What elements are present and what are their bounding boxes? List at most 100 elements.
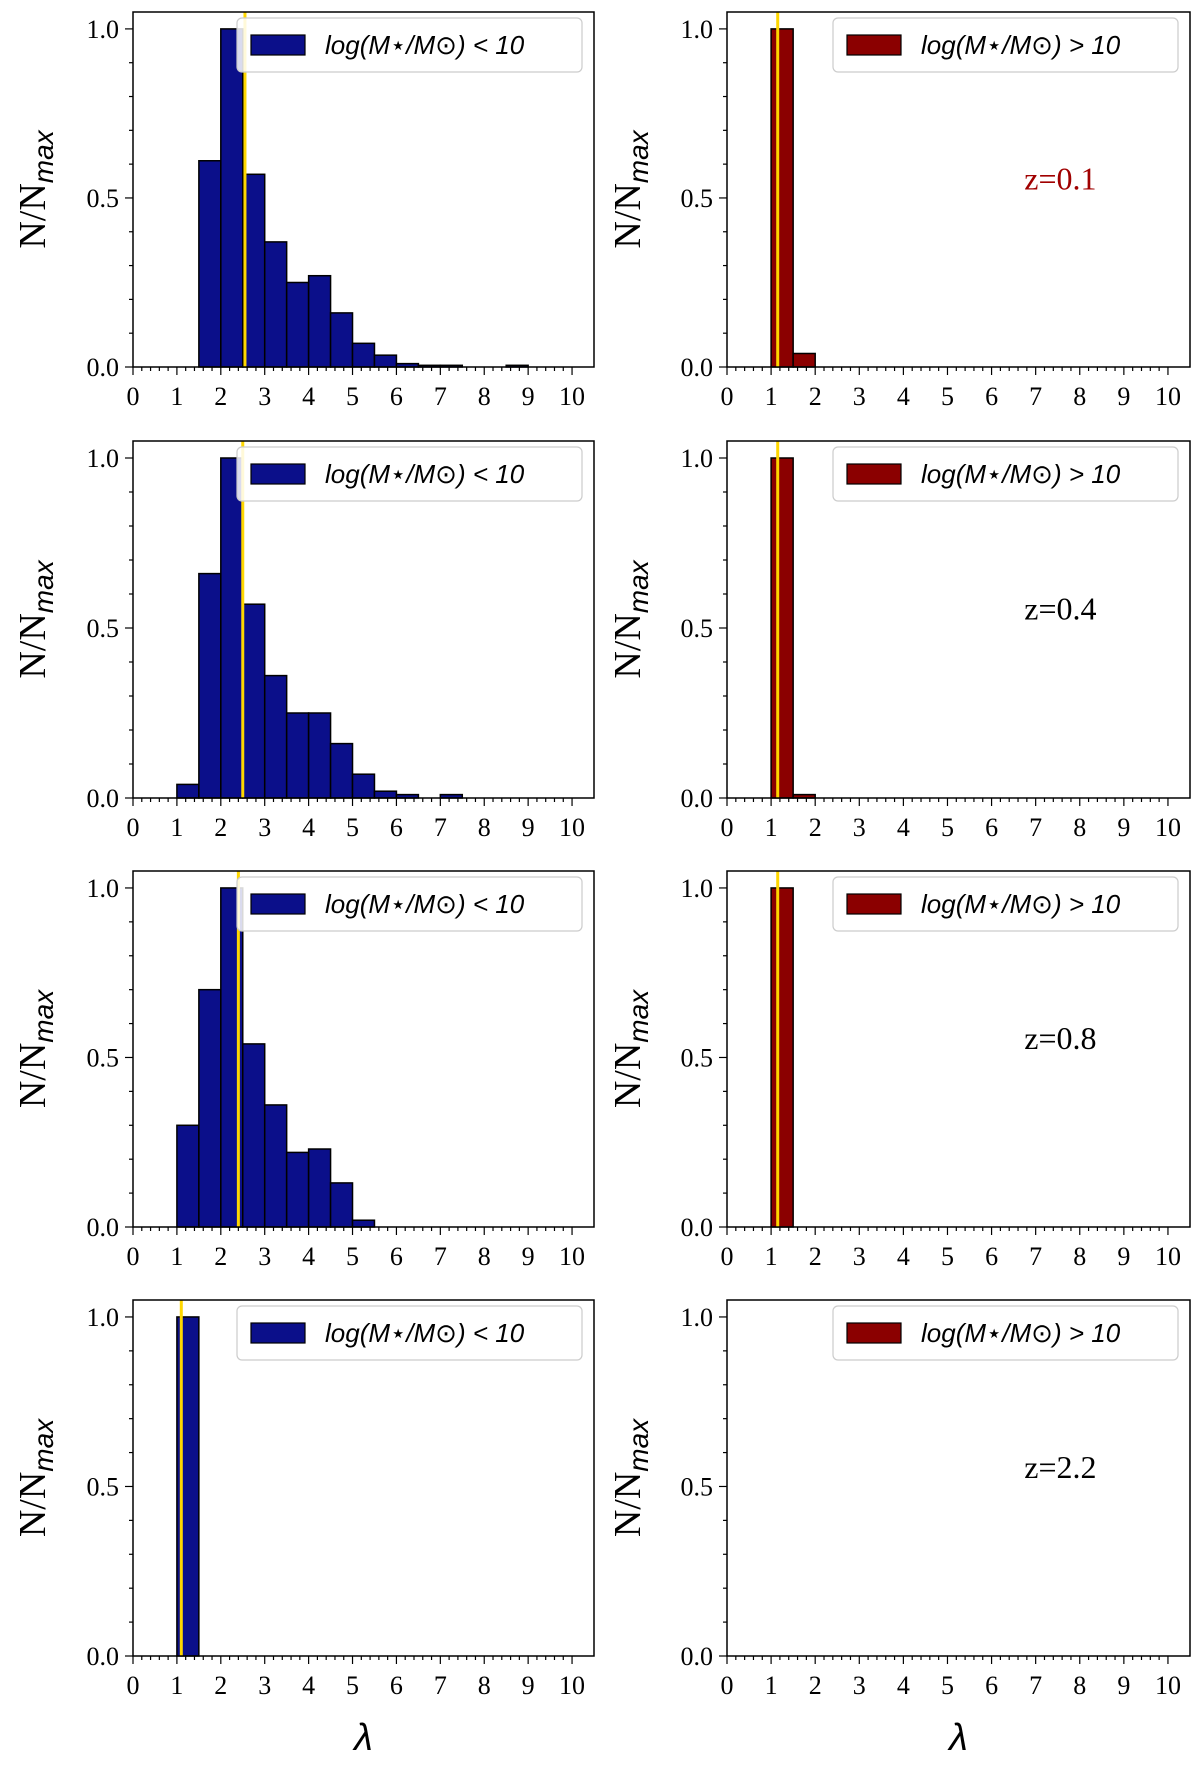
y-tick-label: 0.5 xyxy=(87,614,120,643)
legend-label: log(M⋆/M⊙) < 10 xyxy=(325,1318,525,1348)
axes-frame xyxy=(132,440,595,799)
x-tick-label: 8 xyxy=(478,382,491,411)
x-axis: 0 1 2 3 4 5 6 7 8 9 10 xyxy=(127,798,585,842)
y-axis-label-subscript: max xyxy=(623,1418,654,1472)
x-tick-label: 9 xyxy=(522,382,535,411)
y-axis-label-subscript: max xyxy=(28,1418,59,1472)
x-tick-label: 4 xyxy=(897,1671,910,1700)
histogram-bar xyxy=(307,1148,332,1228)
x-tick-label: 9 xyxy=(1117,813,1130,842)
redshift-annotation: z=0.4 xyxy=(1024,591,1096,627)
legend-label: log(M⋆/M⊙) > 10 xyxy=(921,1318,1121,1348)
x-tick-label: 7 xyxy=(1029,1242,1042,1271)
y-tick-label: 1.0 xyxy=(87,1303,120,1332)
x-tick-label: 2 xyxy=(214,1242,227,1271)
histogram-bar xyxy=(285,712,310,799)
x-tick-label: 10 xyxy=(559,1671,585,1700)
x-tick-label: 3 xyxy=(258,1242,271,1271)
histogram-bar xyxy=(307,274,332,368)
x-tick-label: 6 xyxy=(985,1242,998,1271)
y-axis: 0.0 0.5 1.0 xyxy=(681,15,727,382)
histogram-bar xyxy=(373,790,398,799)
x-tick-label: 1 xyxy=(765,382,778,411)
x-tick-label: 10 xyxy=(559,1242,585,1271)
x-tick-label: 9 xyxy=(1117,382,1130,411)
axes-frame xyxy=(726,1299,1191,1657)
legend-swatch xyxy=(846,463,902,485)
x-tick-label: 5 xyxy=(941,1671,954,1700)
legend-box xyxy=(236,17,583,73)
x-tick-label: 6 xyxy=(985,1671,998,1700)
x-tick-label: 6 xyxy=(390,1671,403,1700)
x-tick-label: 2 xyxy=(809,382,822,411)
y-axis-label: N/Nmax xyxy=(607,989,654,1108)
axes-frame xyxy=(726,870,1191,1228)
x-tick-label: 1 xyxy=(765,1242,778,1271)
y-tick-label: 0.5 xyxy=(87,184,120,213)
y-tick-label: 0.5 xyxy=(681,614,714,643)
y-axis-label-main: N/N xyxy=(12,183,54,248)
redshift-annotation: z=2.2 xyxy=(1024,1449,1096,1485)
x-tick-label: 7 xyxy=(434,1671,447,1700)
y-axis-label-main: N/N xyxy=(607,183,649,248)
y-axis-label-main: N/N xyxy=(607,1472,649,1537)
legend-box xyxy=(832,1305,1179,1361)
x-tick-label: 0 xyxy=(127,382,140,411)
y-axis: 0.0 0.5 1.0 xyxy=(87,15,133,382)
x-tick-label: 2 xyxy=(214,1671,227,1700)
panel-2-low: 0 1 2 3 4 5 6 7 8 9 10 0.0 0.5 1.0 N/Nmax log(M⋆/M⊙) < … xyxy=(12,870,595,1271)
histogram-bar xyxy=(176,783,200,799)
x-tick-label: 4 xyxy=(302,813,315,842)
x-tick-label: 8 xyxy=(1073,382,1086,411)
y-axis-label: N/Nmax xyxy=(12,1418,59,1537)
histogram-bar xyxy=(351,1219,376,1228)
x-axis: 0 1 2 3 4 5 6 7 8 9 10 xyxy=(127,367,585,411)
x-tick-label: 8 xyxy=(1073,813,1086,842)
x-tick-label: 5 xyxy=(346,382,359,411)
x-tick-label: 7 xyxy=(434,1242,447,1271)
legend-label: log(M⋆/M⊙) < 10 xyxy=(325,30,525,60)
legend-label: log(M⋆/M⊙) > 10 xyxy=(921,30,1121,60)
x-tick-label: 5 xyxy=(346,813,359,842)
y-axis-label-subscript: max xyxy=(28,989,59,1043)
x-tick-label: 7 xyxy=(1029,382,1042,411)
histogram-bar xyxy=(329,312,354,368)
legend-swatch xyxy=(250,34,306,56)
x-tick-label: 5 xyxy=(941,382,954,411)
x-tick-label: 2 xyxy=(809,813,822,842)
histogram-bar xyxy=(198,160,222,368)
x-tick-label: 2 xyxy=(214,382,227,411)
x-tick-label: 6 xyxy=(985,382,998,411)
legend-label: log(M⋆/M⊙) > 10 xyxy=(921,459,1121,489)
legend: log(M⋆/M⊙) > 10 xyxy=(832,876,1179,932)
y-axis-label-main: N/N xyxy=(607,613,649,678)
x-tick-label: 0 xyxy=(127,1671,140,1700)
y-axis-label-subscript: max xyxy=(623,559,654,613)
redshift-annotation: z=0.1 xyxy=(1024,161,1096,197)
legend: log(M⋆/M⊙) > 10 xyxy=(832,1305,1179,1361)
y-tick-label: 0.0 xyxy=(681,1213,714,1242)
x-tick-label: 4 xyxy=(302,1242,315,1271)
x-tick-label: 2 xyxy=(214,813,227,842)
y-axis-label: N/Nmax xyxy=(607,559,654,678)
axes-frame xyxy=(132,870,595,1228)
legend-swatch xyxy=(250,1322,306,1344)
histogram-bar xyxy=(198,572,222,799)
legend: log(M⋆/M⊙) < 10 xyxy=(236,876,583,932)
x-tick-label: 10 xyxy=(1155,1242,1181,1271)
y-tick-label: 1.0 xyxy=(681,1303,714,1332)
x-tick-label: 7 xyxy=(1029,813,1042,842)
x-axis-label: λ xyxy=(352,1717,373,1759)
legend-swatch xyxy=(250,463,306,485)
x-tick-label: 3 xyxy=(258,1671,271,1700)
y-axis-label-subscript: max xyxy=(28,129,59,183)
y-tick-label: 1.0 xyxy=(87,874,120,903)
x-tick-label: 0 xyxy=(721,1671,734,1700)
x-tick-label: 9 xyxy=(522,1242,535,1271)
y-axis-label: N/Nmax xyxy=(12,989,59,1108)
y-axis-label: N/Nmax xyxy=(12,559,59,678)
x-tick-label: 0 xyxy=(127,1242,140,1271)
x-tick-label: 1 xyxy=(765,1671,778,1700)
legend-box xyxy=(236,1305,583,1361)
